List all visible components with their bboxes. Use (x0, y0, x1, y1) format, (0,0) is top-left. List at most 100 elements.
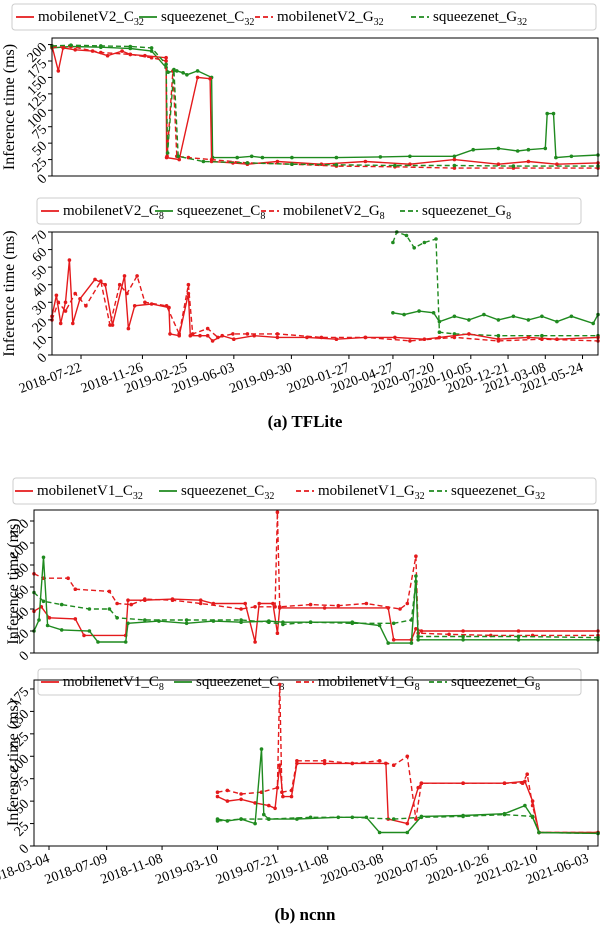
data-point (452, 157, 457, 162)
data-point (253, 605, 257, 609)
series-line (51, 274, 599, 342)
data-point (225, 799, 230, 803)
data-point (267, 817, 271, 821)
data-point (99, 44, 103, 48)
data-point (482, 312, 486, 317)
data-point (391, 817, 396, 821)
legend-entry: squeezenet_G8 (451, 674, 540, 693)
series-line (33, 557, 598, 644)
data-point (149, 55, 154, 60)
legend-box (37, 668, 582, 696)
data-point (334, 155, 339, 160)
legend-entry: mobilenetV1_C32 (37, 483, 143, 502)
data-point (165, 154, 169, 159)
data-point (239, 792, 243, 796)
data-point (452, 314, 457, 319)
legend-box (36, 197, 582, 225)
data-point (211, 601, 216, 606)
chart-panel-1: mobilenetV2_C32 squeezenet_C32 mobilenetV2… (1, 3, 600, 187)
data-point (186, 282, 191, 287)
data-point (198, 601, 203, 606)
data-point (181, 71, 185, 75)
data-point (277, 606, 282, 610)
data-point (225, 788, 230, 793)
data-point (281, 620, 285, 624)
data-point (452, 166, 457, 170)
legend-entry: squeezenet_G32 (451, 483, 545, 502)
x-tick-label: 2019-03-10 (154, 851, 221, 887)
data-point (350, 620, 355, 624)
data-point (295, 759, 299, 763)
data-point (452, 335, 457, 340)
data-point (461, 634, 465, 639)
data-point (537, 830, 541, 835)
data-point (516, 634, 521, 639)
legend-entry: mobilenetV2_C8 (63, 203, 164, 222)
data-point (126, 598, 130, 602)
data-point (239, 620, 243, 624)
legend-entry: mobilenetV2_C32 (38, 9, 144, 28)
data-point (120, 49, 124, 53)
data-point (245, 161, 250, 165)
data-point (177, 333, 181, 338)
data-point (128, 44, 133, 49)
data-point (404, 233, 409, 238)
data-point (391, 638, 396, 642)
data-point (99, 50, 103, 55)
data-point (414, 574, 418, 578)
series-line (33, 581, 599, 639)
data-point (452, 163, 457, 168)
plot-frame (51, 231, 599, 356)
data-point (73, 617, 78, 621)
data-point (262, 812, 266, 817)
data-point (336, 603, 341, 608)
data-point (185, 73, 189, 77)
data-point (184, 618, 189, 622)
data-point (87, 607, 92, 611)
data-point (393, 163, 397, 168)
data-point (115, 616, 119, 620)
y-axis-label: Inference time (ms) (1, 230, 18, 356)
legend-entry: squeezenet_C8 (177, 203, 265, 222)
data-point (414, 817, 418, 821)
data-point (461, 814, 465, 819)
data-point (334, 337, 339, 342)
data-point (308, 620, 313, 624)
data-point (308, 815, 313, 820)
data-point (235, 155, 239, 160)
y-axis-label: Inference time (ms) (5, 518, 22, 644)
x-tick-label: 2018-07-22 (17, 360, 84, 396)
data-point (496, 333, 501, 338)
data-point (516, 638, 521, 642)
data-point (434, 237, 438, 241)
data-point (54, 293, 59, 298)
y-tick-label: 0 (17, 649, 33, 665)
legend-entry: mobilenetV1_G32 (318, 483, 425, 502)
data-point (176, 154, 180, 159)
data-point (58, 321, 63, 326)
data-point (271, 601, 275, 606)
data-point (117, 282, 122, 287)
data-point (467, 332, 471, 336)
x-tick-label: 2019-09-30 (228, 360, 295, 396)
data-point (419, 781, 424, 785)
data-point (239, 797, 243, 802)
data-point (253, 801, 257, 805)
data-point (253, 640, 257, 644)
data-point (569, 314, 574, 319)
data-point (515, 149, 520, 153)
data-point (103, 282, 107, 287)
data-point (257, 601, 262, 606)
data-point (511, 164, 516, 168)
data-point (496, 162, 501, 166)
data-point (511, 314, 516, 319)
data-point (350, 761, 355, 766)
data-point (308, 602, 313, 607)
data-point (267, 619, 271, 623)
data-point (516, 629, 521, 633)
data-point (205, 333, 210, 338)
data-point (167, 305, 171, 310)
data-point (591, 321, 595, 326)
data-point (289, 794, 294, 799)
